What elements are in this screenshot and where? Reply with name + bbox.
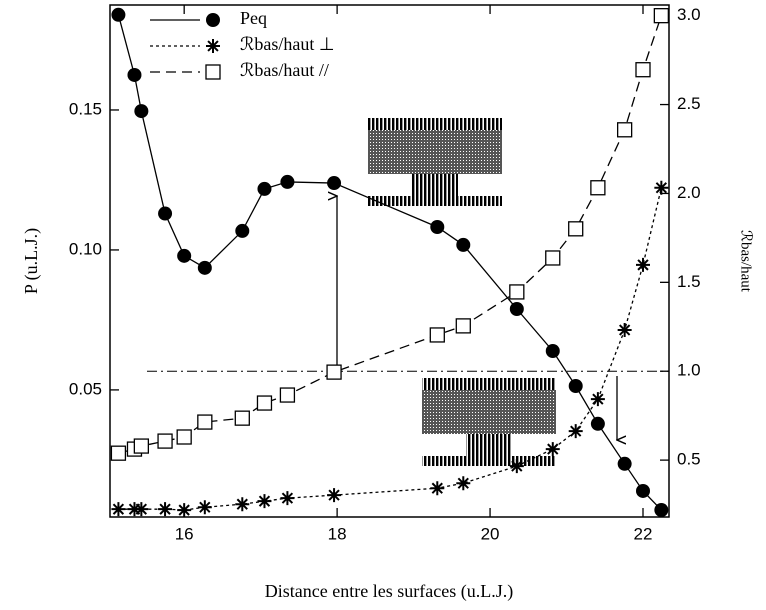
marker	[280, 174, 295, 189]
marker	[197, 414, 213, 430]
marker	[568, 424, 583, 439]
marker	[127, 67, 142, 82]
marker	[234, 410, 250, 426]
marker	[280, 491, 295, 506]
marker	[590, 180, 606, 196]
marker	[654, 180, 669, 195]
marker	[509, 302, 524, 317]
y2-tick-label: 2.0	[677, 183, 701, 202]
marker	[177, 503, 192, 518]
marker	[206, 39, 220, 53]
marker	[590, 392, 605, 407]
marker	[568, 378, 583, 393]
legend-label: ℛbas/haut //	[240, 60, 329, 80]
marker	[617, 322, 632, 337]
marker	[206, 13, 220, 27]
marker	[636, 483, 650, 498]
marker	[654, 503, 669, 518]
marker	[429, 327, 445, 343]
marker	[456, 476, 471, 491]
x-tick-label: 18	[328, 524, 347, 543]
legend-label: Peq	[240, 8, 267, 28]
marker	[177, 248, 192, 263]
y2-tick-label: 0.5	[677, 450, 701, 469]
x-tick-label: 20	[481, 524, 500, 543]
marker	[158, 502, 173, 517]
marker	[197, 260, 212, 275]
y2-tick-label: 2.5	[677, 94, 701, 113]
marker	[545, 250, 561, 266]
marker	[134, 502, 149, 517]
marker	[134, 104, 149, 119]
y-tick-label: 0.15	[69, 99, 102, 118]
marker	[545, 343, 560, 358]
marker	[176, 429, 192, 445]
marker	[568, 221, 584, 237]
marker	[111, 502, 126, 517]
marker	[158, 206, 173, 221]
marker	[430, 481, 445, 496]
marker	[430, 219, 445, 234]
marker	[279, 387, 296, 403]
x-tick-label: 22	[634, 524, 653, 543]
marker	[590, 416, 605, 431]
x-axis-label: Distance entre les surfaces (u.L.J.)	[265, 581, 513, 602]
marker	[256, 395, 273, 411]
y2-axis-label: ℛbas/haut	[738, 230, 754, 293]
marker	[133, 438, 150, 454]
y2-tick-label: 1.0	[677, 361, 701, 380]
marker	[197, 500, 212, 515]
marker	[455, 318, 471, 334]
marker	[327, 488, 342, 503]
x-tick-label: 16	[175, 524, 194, 543]
marker	[456, 237, 471, 252]
marker	[509, 284, 525, 300]
marker	[257, 181, 272, 196]
marker	[157, 433, 173, 449]
marker	[235, 223, 250, 238]
y2-tick-label: 3.0	[677, 5, 701, 24]
y-tick-label: 0.10	[69, 239, 102, 258]
marker	[635, 62, 651, 78]
marker	[111, 7, 126, 22]
y2-tick-label: 1.5	[677, 272, 701, 291]
marker	[257, 494, 272, 509]
inset-top	[368, 118, 502, 206]
marker	[327, 176, 342, 191]
y-tick-label: 0.05	[69, 379, 102, 398]
y-axis-label: P (u.L.J.)	[21, 228, 42, 294]
marker	[653, 8, 670, 24]
legend-label: ℛbas/haut ⊥	[240, 34, 335, 54]
marker	[205, 64, 221, 80]
marker	[616, 122, 633, 138]
marker	[326, 364, 342, 380]
marker	[235, 497, 250, 512]
marker	[110, 445, 127, 461]
marker	[617, 456, 632, 471]
marker	[545, 442, 560, 457]
marker	[509, 459, 524, 474]
plot-frame	[109, 4, 670, 518]
inset-bottom	[422, 378, 556, 466]
marker	[636, 257, 650, 272]
